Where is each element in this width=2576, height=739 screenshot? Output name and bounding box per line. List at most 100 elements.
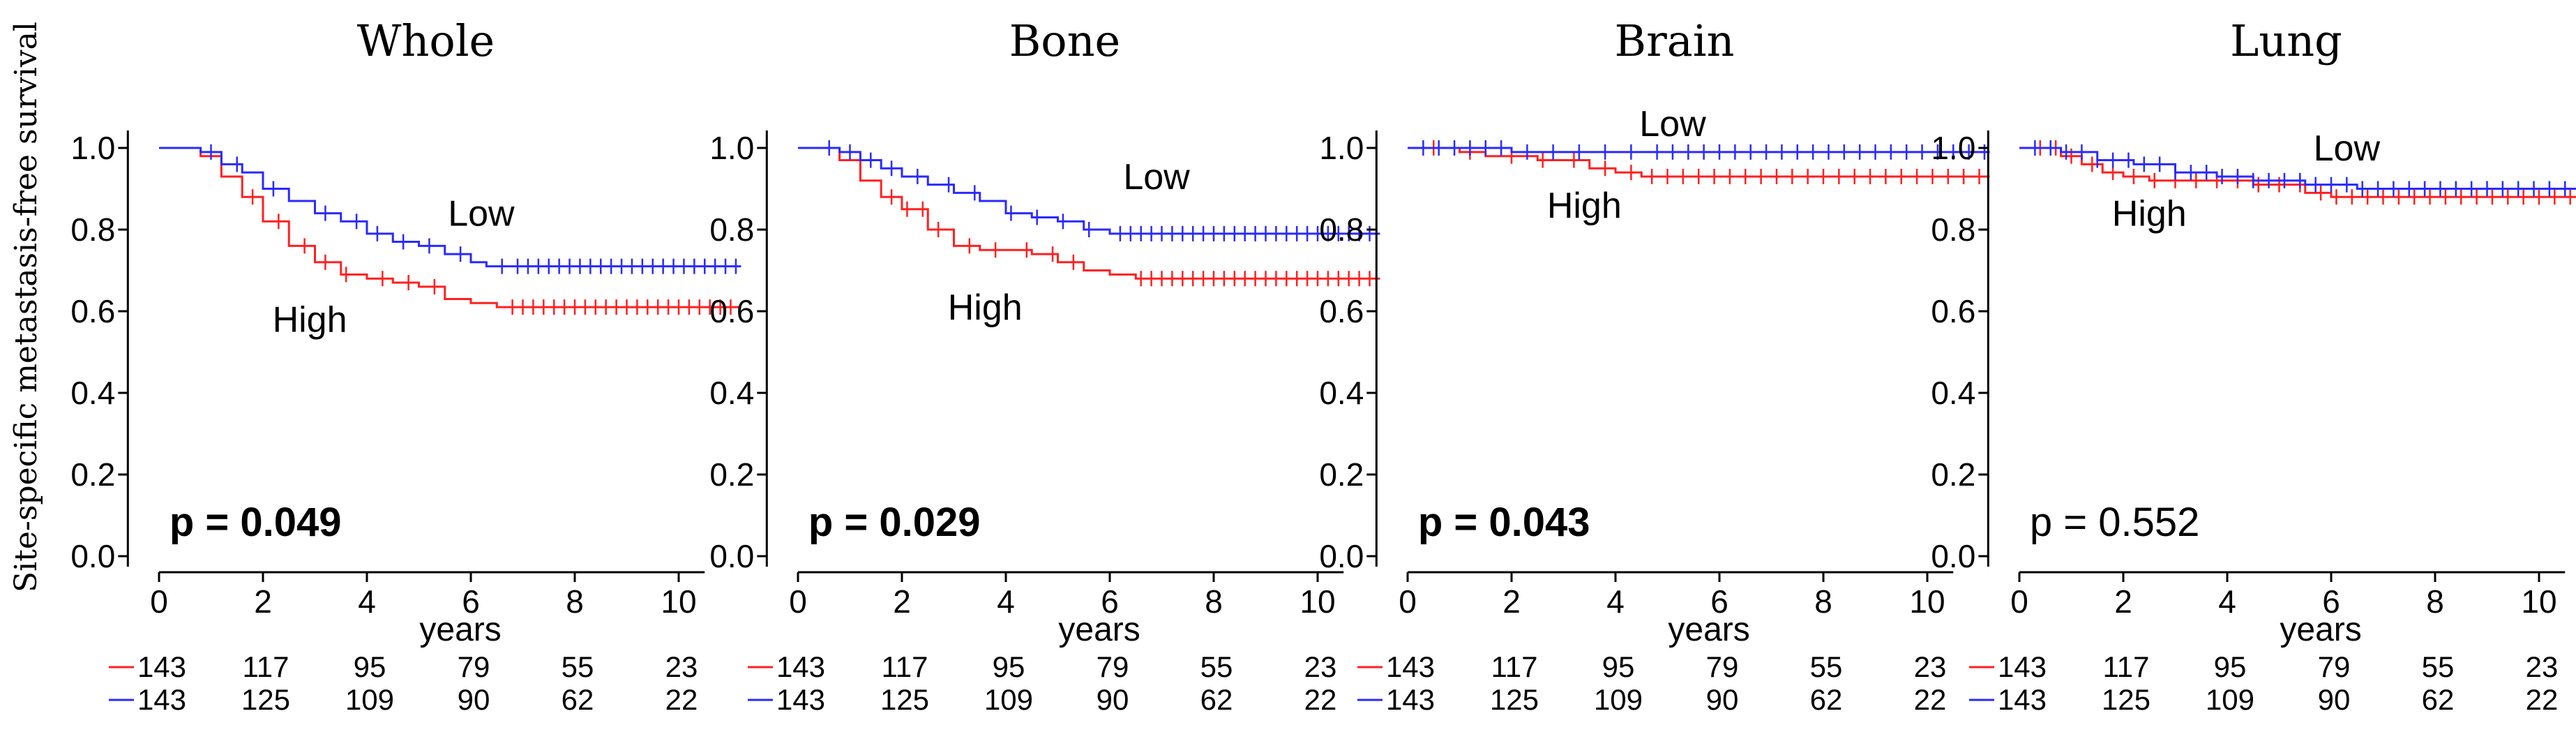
x-tick-label: 6 [462, 583, 480, 620]
x-tick-label: 6 [2322, 583, 2340, 620]
group-label-low: Low [1123, 157, 1190, 197]
group-label-high: High [273, 300, 347, 341]
y-tick-label: 0.6 [709, 293, 754, 329]
group-label-low: Low [1639, 104, 1706, 144]
risk-count-high: 79 [1097, 650, 1129, 683]
y-tick-label: 0.4 [70, 375, 115, 411]
y-tick-label: 0.8 [709, 211, 754, 248]
y-tick-label: 1.0 [1931, 130, 1975, 166]
risk-count-low: 143 [1386, 683, 1435, 716]
risk-count-high: 143 [137, 650, 186, 683]
risk-count-high: 117 [1491, 650, 1538, 683]
x-tick-label: 4 [997, 583, 1015, 620]
y-tick-label: 0.2 [70, 456, 115, 493]
risk-count-low: 62 [2422, 683, 2455, 716]
y-tick-label: 0.6 [1931, 293, 1975, 329]
risk-count-low: 22 [665, 683, 698, 716]
risk-count-low: 90 [458, 683, 490, 716]
risk-count-high: 95 [354, 650, 386, 683]
x-axis-label: years [1058, 611, 1140, 648]
risk-count-low: 125 [880, 683, 929, 716]
risk-count-low: 109 [984, 683, 1033, 716]
x-tick-label: 2 [1502, 583, 1521, 620]
p-value: p = 0.552 [2030, 500, 2200, 545]
y-tick-label: 0.4 [709, 375, 754, 411]
y-tick-label: 0.6 [70, 293, 115, 329]
risk-count-low: 22 [2526, 683, 2559, 716]
x-tick-label: 8 [566, 583, 584, 620]
risk-count-high: 55 [562, 650, 594, 683]
risk-count-low: 62 [1200, 683, 1233, 716]
group-label-high: High [1547, 186, 1622, 226]
risk-count-low: 109 [2206, 683, 2254, 716]
risk-count-low: 125 [1490, 683, 1539, 716]
x-tick-label: 0 [2010, 583, 2028, 620]
risk-count-low: 109 [1594, 683, 1643, 716]
risk-count-low: 90 [1706, 683, 1739, 716]
x-tick-label: 10 [661, 583, 696, 620]
x-tick-label: 0 [1399, 583, 1417, 620]
x-tick-label: 0 [150, 583, 168, 620]
risk-count-high: 95 [1602, 650, 1635, 683]
panel-whole: Whole 0.0 0.2 0.4 0.6 0.8 1.0 0 2 4 6 8 10 years Low Hi… [70, 15, 741, 716]
x-tick-label: 2 [2114, 583, 2132, 620]
x-tick-label: 8 [1814, 583, 1832, 620]
risk-count-high: 95 [2214, 650, 2247, 683]
risk-count-low: 22 [1914, 683, 1947, 716]
risk-count-low: 62 [562, 683, 594, 716]
risk-count-high: 117 [243, 650, 289, 683]
x-tick-label: 4 [2218, 583, 2236, 620]
risk-count-high: 79 [2318, 650, 2351, 683]
x-tick-label: 10 [1909, 583, 1945, 620]
km-curve-high [1408, 147, 1990, 178]
y-tick-label: 0.2 [1319, 456, 1364, 493]
risk-count-high: 143 [776, 650, 825, 683]
risk-count-low: 125 [2102, 683, 2151, 716]
y-tick-label: 0.8 [1319, 211, 1364, 248]
group-label-low: Low [448, 194, 515, 234]
x-tick-label: 6 [1710, 583, 1728, 620]
p-value: p = 0.043 [1418, 500, 1590, 545]
risk-count-high: 23 [665, 650, 698, 683]
panel-lung: Lung 0.0 0.2 0.4 0.6 0.8 1.0 0 2 4 6 8 10 years Low Hig… [1931, 15, 2576, 716]
risk-count-high: 143 [1386, 650, 1435, 683]
panel-bone: Bone 0.0 0.2 0.4 0.6 0.8 1.0 0 2 4 6 8 10 years Low Hig… [709, 15, 1380, 716]
y-tick-label: 1.0 [709, 130, 754, 166]
p-value: p = 0.049 [170, 500, 342, 545]
y-tick-label: 0.0 [709, 538, 754, 574]
km-curve-low [159, 147, 741, 268]
panel-title: Lung [2230, 15, 2342, 66]
x-tick-label: 2 [254, 583, 272, 620]
y-tick-label: 0.0 [1319, 538, 1364, 574]
x-axis-label: years [1668, 611, 1749, 648]
y-axis-label: Site-specific metastasis-free survival [8, 22, 44, 592]
panel-title: Whole [357, 15, 495, 66]
y-tick-label: 1.0 [1319, 130, 1364, 166]
km-curve-low [798, 147, 1380, 235]
x-tick-label: 8 [2426, 583, 2444, 620]
x-tick-label: 0 [789, 583, 807, 620]
x-axis-label: years [2280, 611, 2361, 648]
x-tick-label: 4 [358, 583, 376, 620]
risk-count-high: 55 [2422, 650, 2455, 683]
panel-title: Brain [1615, 15, 1735, 66]
risk-count-high: 23 [2526, 650, 2559, 683]
km-curve-high [798, 147, 1380, 280]
group-label-high: High [2112, 194, 2187, 234]
y-tick-label: 1.0 [70, 130, 115, 166]
km-curve-low [1408, 147, 1990, 154]
panels: Whole 0.0 0.2 0.4 0.6 0.8 1.0 0 2 4 6 8 10 years Low Hi… [70, 15, 2576, 716]
y-tick-label: 0.4 [1319, 375, 1364, 411]
risk-count-low: 143 [137, 683, 186, 716]
group-label-high: High [948, 288, 1023, 328]
risk-count-low: 125 [241, 683, 290, 716]
risk-count-low: 22 [1304, 683, 1337, 716]
risk-count-low: 143 [776, 683, 825, 716]
risk-count-low: 62 [1810, 683, 1843, 716]
x-tick-label: 6 [1101, 583, 1119, 620]
risk-count-high: 79 [1706, 650, 1739, 683]
x-tick-label: 10 [1300, 583, 1335, 620]
risk-count-low: 109 [345, 683, 394, 716]
risk-count-high: 117 [882, 650, 928, 683]
